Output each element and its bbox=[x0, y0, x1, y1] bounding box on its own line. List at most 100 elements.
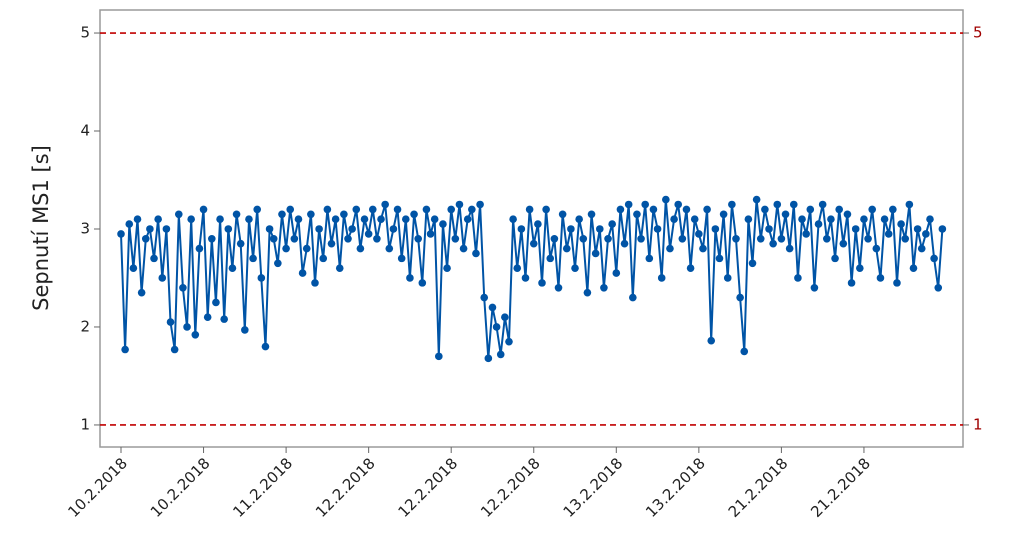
data-point bbox=[484, 354, 493, 363]
data-point bbox=[678, 234, 687, 243]
data-point bbox=[199, 205, 208, 214]
data-point bbox=[831, 254, 839, 263]
data-point bbox=[773, 200, 782, 209]
data-point bbox=[352, 205, 361, 214]
y-tick-label: 2 bbox=[80, 317, 90, 335]
data-point bbox=[426, 230, 435, 238]
data-point bbox=[876, 274, 885, 282]
data-point bbox=[208, 234, 216, 243]
data-point bbox=[170, 345, 179, 354]
data-point bbox=[930, 254, 938, 263]
data-point bbox=[220, 315, 228, 323]
data-point bbox=[666, 244, 674, 253]
data-point bbox=[748, 259, 757, 268]
data-point bbox=[224, 225, 233, 233]
data-point bbox=[463, 215, 472, 223]
data-point bbox=[562, 244, 571, 253]
data-point bbox=[736, 293, 744, 302]
data-point bbox=[137, 288, 146, 297]
data-point bbox=[154, 215, 162, 223]
data-point bbox=[439, 220, 447, 228]
data-point bbox=[806, 205, 815, 214]
data-point bbox=[480, 293, 489, 302]
data-point bbox=[864, 234, 872, 243]
data-point bbox=[501, 313, 509, 321]
data-point bbox=[191, 331, 200, 339]
data-point bbox=[435, 352, 443, 361]
data-point bbox=[282, 244, 290, 253]
data-point bbox=[583, 288, 592, 297]
data-point bbox=[381, 200, 389, 209]
data-point bbox=[926, 215, 934, 223]
data-point bbox=[814, 220, 823, 228]
data-point bbox=[789, 200, 798, 209]
data-point bbox=[356, 244, 365, 253]
data-point bbox=[269, 234, 278, 243]
data-point bbox=[261, 342, 270, 351]
data-point bbox=[451, 234, 460, 243]
data-point bbox=[554, 283, 563, 292]
data-point bbox=[327, 239, 336, 248]
data-point bbox=[290, 234, 299, 243]
data-point bbox=[212, 298, 220, 307]
data-point bbox=[406, 274, 414, 282]
data-point bbox=[249, 254, 257, 263]
data-point bbox=[389, 225, 398, 233]
y-tick-label: 5 bbox=[80, 24, 90, 42]
data-point bbox=[468, 205, 476, 214]
data-point bbox=[575, 215, 583, 223]
data-point bbox=[414, 234, 422, 243]
x-tick-label: 10.2.2018 bbox=[147, 454, 214, 521]
y-axis-label: Sepnutí MS1 [s] bbox=[29, 145, 53, 311]
data-point bbox=[612, 269, 621, 277]
y-tick-label: 3 bbox=[80, 219, 90, 237]
data-point bbox=[278, 210, 286, 219]
data-point bbox=[393, 205, 402, 214]
data-point bbox=[348, 225, 356, 233]
x-tick-label: 21.2.2018 bbox=[807, 454, 874, 521]
data-point bbox=[868, 205, 877, 214]
x-tick-label: 21.2.2018 bbox=[725, 454, 792, 521]
data-point bbox=[781, 210, 790, 219]
data-point bbox=[624, 200, 633, 209]
data-point bbox=[934, 283, 943, 292]
data-point bbox=[302, 244, 311, 253]
data-point bbox=[744, 215, 753, 223]
data-point bbox=[550, 234, 559, 243]
data-point bbox=[567, 225, 575, 233]
data-point bbox=[307, 210, 315, 219]
data-point bbox=[620, 239, 629, 248]
data-point bbox=[257, 274, 266, 282]
data-point bbox=[674, 200, 683, 209]
data-point bbox=[889, 205, 897, 214]
data-point bbox=[699, 244, 707, 253]
data-point bbox=[315, 225, 323, 233]
data-point bbox=[232, 210, 241, 219]
data-point bbox=[765, 225, 773, 233]
data-point bbox=[897, 220, 905, 228]
data-point bbox=[851, 225, 860, 233]
data-point bbox=[298, 269, 307, 277]
x-tick-label: 12.2.2018 bbox=[394, 454, 461, 521]
data-point bbox=[459, 244, 468, 253]
data-point bbox=[195, 244, 204, 253]
x-tick-label: 12.2.2018 bbox=[312, 454, 379, 521]
data-point bbox=[860, 215, 868, 223]
data-point bbox=[777, 234, 786, 243]
data-point bbox=[397, 254, 406, 263]
data-point bbox=[670, 215, 678, 223]
data-point bbox=[253, 205, 262, 214]
data-point bbox=[513, 264, 522, 272]
data-point bbox=[430, 215, 439, 223]
reference-label: 5 bbox=[973, 24, 983, 42]
data-point bbox=[418, 279, 427, 287]
data-point bbox=[179, 283, 187, 292]
y-tick-label: 4 bbox=[80, 122, 90, 140]
data-point bbox=[546, 254, 555, 263]
data-point bbox=[802, 230, 810, 238]
data-point bbox=[579, 234, 588, 243]
x-tick-label: 12.2.2018 bbox=[477, 454, 544, 521]
data-point bbox=[150, 254, 158, 263]
data-point bbox=[728, 200, 736, 209]
